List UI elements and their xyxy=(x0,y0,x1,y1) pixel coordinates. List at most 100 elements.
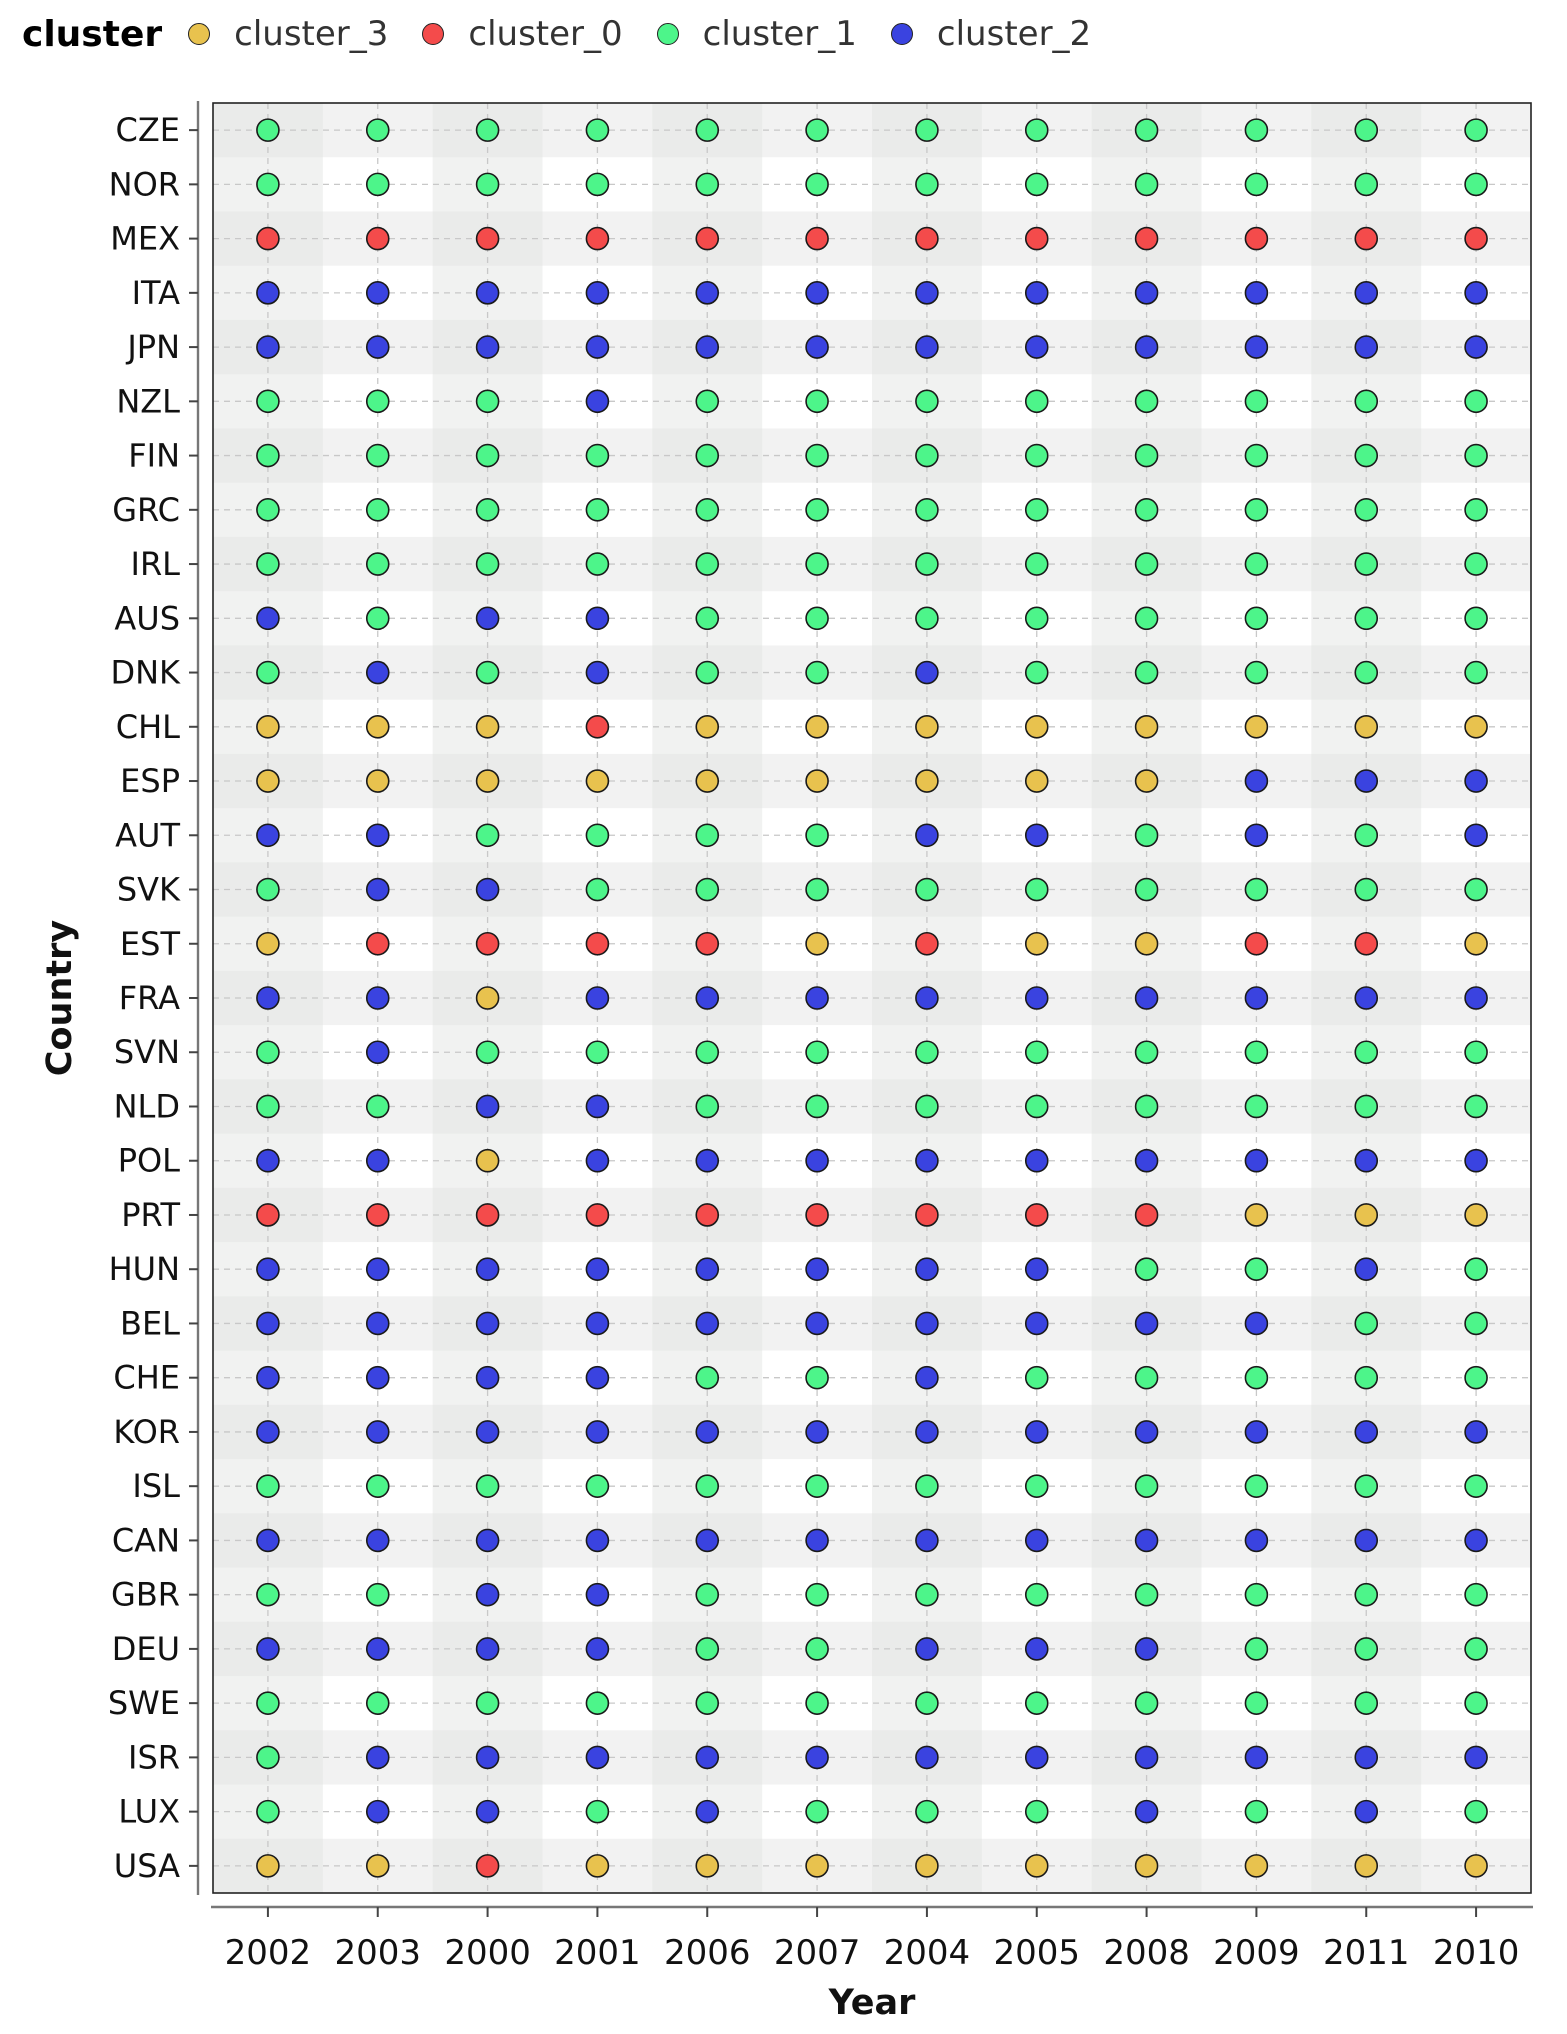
x-tick-label: 2002 xyxy=(225,1933,312,1973)
point-dnk-2004-cluster-2 xyxy=(915,660,939,685)
point-fra-2011-cluster-2 xyxy=(1354,986,1379,1010)
point-svk-2000-cluster-2 xyxy=(475,877,500,902)
point-gbr-2007-cluster-1 xyxy=(805,1582,829,1607)
point-prt-2008-cluster-0 xyxy=(1134,1203,1159,1227)
point-usa-2002-cluster-3 xyxy=(256,1854,280,1878)
point-chl-2011-cluster-3 xyxy=(1354,714,1379,739)
point-isl-2004-cluster-1 xyxy=(915,1474,939,1498)
point-cze-2001-cluster-1 xyxy=(585,118,610,142)
point-swe-2005-cluster-1 xyxy=(1024,1691,1049,1715)
point-usa-2001-cluster-3 xyxy=(585,1854,610,1878)
point-can-2004-cluster-2 xyxy=(915,1528,939,1553)
point-lux-2002-cluster-1 xyxy=(256,1799,280,1824)
point-nor-2004-cluster-1 xyxy=(915,172,939,197)
point-aut-2007-cluster-1 xyxy=(805,823,829,848)
point-can-2005-cluster-2 xyxy=(1024,1528,1049,1553)
x-tick-label: 2009 xyxy=(1213,1933,1300,1973)
x-tick-label: 2008 xyxy=(1103,1933,1190,1973)
y-tick-label: AUS xyxy=(114,599,180,637)
point-swe-2000-cluster-1 xyxy=(475,1691,500,1715)
point-aus-2010-cluster-1 xyxy=(1464,606,1488,631)
point-esp-2006-cluster-3 xyxy=(695,769,720,793)
point-esp-2007-cluster-3 xyxy=(805,769,829,793)
point-usa-2010-cluster-3 xyxy=(1464,1854,1488,1878)
point-irl-2009-cluster-1 xyxy=(1244,552,1269,576)
point-jpn-2003-cluster-2 xyxy=(365,335,390,359)
point-usa-2003-cluster-3 xyxy=(365,1854,390,1878)
point-irl-2008-cluster-1 xyxy=(1134,552,1159,576)
point-nor-2002-cluster-1 xyxy=(256,172,280,197)
point-jpn-2000-cluster-2 xyxy=(475,335,500,359)
point-nor-2001-cluster-1 xyxy=(585,172,610,197)
point-nor-2007-cluster-1 xyxy=(805,172,829,197)
point-nzl-2007-cluster-1 xyxy=(805,389,829,414)
point-pol-2003-cluster-2 xyxy=(365,1148,390,1173)
point-deu-2004-cluster-2 xyxy=(915,1637,939,1661)
point-isl-2002-cluster-1 xyxy=(256,1474,280,1498)
point-swe-2006-cluster-1 xyxy=(695,1691,720,1715)
y-tick-label: NLD xyxy=(114,1087,180,1125)
point-pol-2002-cluster-2 xyxy=(256,1148,280,1173)
point-che-2010-cluster-1 xyxy=(1464,1365,1488,1390)
point-bel-2000-cluster-2 xyxy=(475,1311,500,1336)
point-kor-2000-cluster-2 xyxy=(475,1420,500,1444)
point-lux-2001-cluster-1 xyxy=(585,1799,610,1824)
point-kor-2005-cluster-2 xyxy=(1024,1420,1049,1444)
point-nor-2003-cluster-1 xyxy=(365,172,390,197)
point-gbr-2008-cluster-1 xyxy=(1134,1582,1159,1607)
point-isl-2007-cluster-1 xyxy=(805,1474,829,1498)
point-fra-2006-cluster-2 xyxy=(695,986,720,1010)
y-tick-label: GRC xyxy=(112,491,180,529)
point-nld-2001-cluster-2 xyxy=(585,1094,610,1119)
point-isr-2000-cluster-2 xyxy=(475,1745,500,1770)
plot-background xyxy=(213,103,1531,1893)
point-aut-2002-cluster-2 xyxy=(256,823,280,848)
point-gbr-2011-cluster-1 xyxy=(1354,1582,1379,1607)
y-tick-label: PRT xyxy=(121,1196,180,1234)
point-svn-2001-cluster-1 xyxy=(585,1040,610,1065)
point-bel-2007-cluster-2 xyxy=(805,1311,829,1336)
point-che-2003-cluster-2 xyxy=(365,1365,390,1390)
point-esp-2005-cluster-3 xyxy=(1024,769,1049,793)
point-che-2002-cluster-2 xyxy=(256,1365,280,1390)
point-che-2000-cluster-2 xyxy=(475,1365,500,1390)
point-jpn-2007-cluster-2 xyxy=(805,335,829,359)
point-hun-2011-cluster-2 xyxy=(1354,1257,1379,1282)
point-isr-2001-cluster-2 xyxy=(585,1745,610,1770)
point-pol-2011-cluster-2 xyxy=(1354,1148,1379,1173)
point-mex-2011-cluster-0 xyxy=(1354,226,1379,251)
point-gbr-2004-cluster-1 xyxy=(915,1582,939,1607)
point-nor-2006-cluster-1 xyxy=(695,172,720,197)
point-svk-2007-cluster-1 xyxy=(805,877,829,902)
point-nld-2005-cluster-1 xyxy=(1024,1094,1049,1119)
y-tick-label: MEX xyxy=(110,220,180,258)
point-fin-2010-cluster-1 xyxy=(1464,443,1488,468)
legend-swatch-cluster-3 xyxy=(188,23,211,45)
point-gbr-2005-cluster-1 xyxy=(1024,1582,1049,1607)
point-aus-2008-cluster-1 xyxy=(1134,606,1159,631)
point-fin-2002-cluster-1 xyxy=(256,443,280,468)
point-svn-2009-cluster-1 xyxy=(1244,1040,1269,1065)
y-tick-label: ISR xyxy=(128,1738,180,1776)
x-tick-label: 2006 xyxy=(664,1933,751,1973)
point-lux-2004-cluster-1 xyxy=(915,1799,939,1824)
y-tick-label: ESP xyxy=(120,762,180,800)
point-usa-2009-cluster-3 xyxy=(1244,1854,1269,1878)
point-prt-2010-cluster-3 xyxy=(1464,1203,1488,1227)
point-est-2003-cluster-0 xyxy=(365,931,390,956)
point-fin-2006-cluster-1 xyxy=(695,443,720,468)
point-nld-2000-cluster-2 xyxy=(475,1094,500,1119)
point-can-2000-cluster-2 xyxy=(475,1528,500,1553)
point-cze-2006-cluster-1 xyxy=(695,118,720,142)
point-fin-2008-cluster-1 xyxy=(1134,443,1159,468)
x-tick-label: 2010 xyxy=(1433,1933,1520,1973)
y-tick-label: HUN xyxy=(109,1250,180,1288)
row-stripe xyxy=(213,103,1531,158)
point-cze-2005-cluster-1 xyxy=(1024,118,1049,142)
point-aus-2011-cluster-1 xyxy=(1354,606,1379,631)
point-grc-2009-cluster-1 xyxy=(1244,498,1269,522)
point-est-2005-cluster-3 xyxy=(1024,931,1049,956)
point-grc-2011-cluster-1 xyxy=(1354,498,1379,522)
point-can-2006-cluster-2 xyxy=(695,1528,720,1553)
legend: cluster cluster_3 cluster_0 cluster_1 cl… xyxy=(22,6,1125,62)
